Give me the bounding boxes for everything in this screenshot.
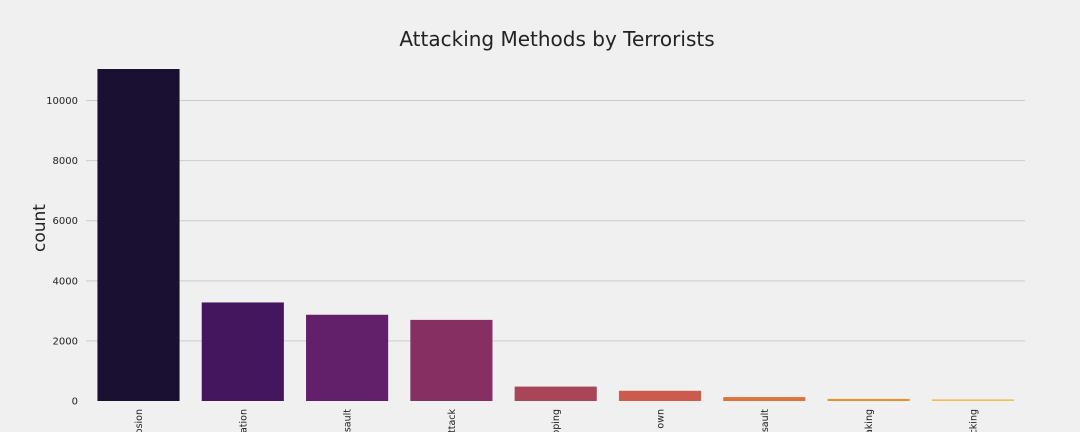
y-axis-label: count [30, 204, 50, 252]
x-tick-label: sault [343, 409, 354, 432]
bar [410, 319, 493, 401]
y-tick-labels: 0 2000 4000 6000 8000 10000 [46, 96, 78, 407]
bar [723, 397, 806, 401]
bar [618, 390, 702, 401]
bar [827, 398, 910, 401]
bar [514, 386, 597, 401]
x-tick-label: sault [760, 409, 771, 432]
y-tick-label: 8000 [53, 156, 78, 167]
bar [201, 302, 284, 401]
x-tick-label: cking [968, 409, 979, 432]
x-tick-label: pping [551, 409, 562, 432]
bar [306, 314, 389, 401]
x-tick-label: plosion [134, 409, 145, 432]
bars [97, 69, 1014, 401]
bar [931, 399, 1014, 401]
y-tick-label: 6000 [53, 216, 78, 227]
bar [97, 69, 180, 401]
y-tick-label: 4000 [53, 276, 78, 287]
y-tick-label: 0 [72, 397, 78, 408]
y-tick-label: 2000 [53, 336, 78, 347]
chart-title: Attacking Methods by Terrorists [399, 27, 714, 51]
grid-layer [86, 100, 1025, 342]
x-tick-label: own [656, 409, 667, 429]
x-tick-labels: plosion ation sault ttack pping own sault aking… [134, 409, 979, 432]
x-tick-label: aking [864, 409, 875, 432]
y-tick-label: 10000 [46, 96, 78, 107]
x-tick-label: ation [238, 409, 249, 432]
x-tick-label: ttack [447, 409, 458, 432]
